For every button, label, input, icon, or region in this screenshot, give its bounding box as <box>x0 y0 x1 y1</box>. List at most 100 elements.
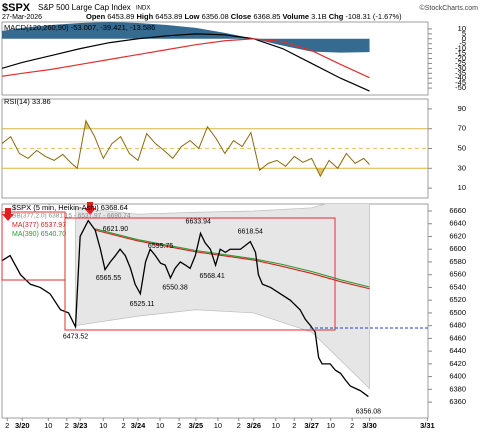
y-tick-label: 6380 <box>449 384 466 393</box>
y-tick-label: 10 <box>458 183 466 192</box>
y-tick-label: 30 <box>458 163 466 172</box>
histogram-area <box>2 22 370 53</box>
y-tick-label: 6480 <box>449 321 466 330</box>
stat-label: Low <box>184 12 199 21</box>
panel-content <box>2 204 370 398</box>
x-tick-label: 3/31 <box>420 421 435 430</box>
y-tick-label: 6620 <box>449 231 466 240</box>
x-tick-label: 10 <box>99 421 107 430</box>
rsi-fill <box>259 168 325 177</box>
y-tick-label: 70 <box>458 124 466 133</box>
macd-legend: MACD(120,260,90) -53.007, -39.421, -13.5… <box>4 23 155 32</box>
y-tick-label: 6500 <box>449 308 466 317</box>
panel-content <box>2 119 428 178</box>
y-tick-label: 6660 <box>449 206 466 215</box>
exchange: INDX <box>136 6 150 12</box>
y-tick-label: -20 <box>455 53 466 62</box>
y-tick-label: -45 <box>455 78 466 87</box>
drawn-rectangle <box>1 211 66 281</box>
ma-legend: MA(377) 6537.97 <box>12 222 66 229</box>
x-tick-label: 10 <box>156 421 164 430</box>
y-tick-label: -15 <box>455 49 466 58</box>
ma-legend: MA(390) 6540.70 <box>12 231 66 238</box>
x-tick-label: 3/26 <box>246 421 261 430</box>
date: 27-Mar-2026 <box>2 14 42 21</box>
symbol: $SPX <box>2 2 31 14</box>
stat-value: 3.1B <box>311 12 326 21</box>
annotation: 6568.41 <box>199 273 224 280</box>
index-name: S&P 500 Large Cap Index <box>38 3 131 12</box>
stat-label: Open <box>86 12 106 21</box>
annotation: 6473.52 <box>63 334 88 341</box>
rsi-legend: RSI(14) 33.86 <box>4 97 51 106</box>
x-tick-label: 10 <box>272 421 280 430</box>
y-tick-label: 6520 <box>449 295 466 304</box>
y-tick-label: -50 <box>455 83 466 92</box>
x-tick-label: 10 <box>214 421 222 430</box>
x-tick-label: 2 <box>5 421 9 430</box>
credit: ©StockCharts.com <box>420 4 479 12</box>
stat-value: 6453.89 <box>155 12 182 21</box>
stat-label: Volume <box>283 12 310 21</box>
stat-label: Chg <box>329 12 344 21</box>
moving-average <box>95 229 370 290</box>
stat-value: -108.31 (-1.67%) <box>345 12 402 21</box>
rsi-line <box>2 119 370 178</box>
y-tick-label: 6400 <box>449 372 466 381</box>
y-tick-label: -25 <box>455 58 466 67</box>
arrow <box>84 202 96 215</box>
y-tick-label: 6580 <box>449 257 466 266</box>
y-tick-label: -35 <box>455 68 466 77</box>
y-tick-label: 6440 <box>449 346 466 355</box>
band-legend: BB(377,2.0) 6381.15 - 6537.97 - 6690.74 <box>12 213 131 220</box>
x-tick-label: 2 <box>292 421 296 430</box>
x-tick-label: 2 <box>65 421 69 430</box>
annotation: 6618.54 <box>238 228 263 235</box>
y-tick-label: 6420 <box>449 359 466 368</box>
x-tick-label: 3/30 <box>362 421 377 430</box>
moving-average <box>95 228 370 288</box>
y-tick-label: 50 <box>458 143 466 152</box>
y-tick-label: 0 <box>462 34 466 43</box>
x-tick-label: 2 <box>177 421 181 430</box>
x-tick-label: 2 <box>350 421 354 430</box>
y-tick-label: -10 <box>455 44 466 53</box>
macd-line <box>2 33 370 92</box>
y-tick-label: 6460 <box>449 333 466 342</box>
y-tick-label: -40 <box>455 73 466 82</box>
y-tick-label: 5 <box>462 29 466 38</box>
y-tick-label: 90 <box>458 104 466 113</box>
y-tick-label: 6540 <box>449 282 466 291</box>
x-tick-label: 3/20 <box>15 421 30 430</box>
stat-label: High <box>136 12 153 21</box>
y-tick-label: 6600 <box>449 244 466 253</box>
panel-content <box>2 22 370 92</box>
y-tick-label: 6360 <box>449 397 466 406</box>
x-tick-label: 10 <box>44 421 52 430</box>
annotation: 6356.08 <box>356 408 381 415</box>
bollinger-band <box>75 204 370 390</box>
annotation: 6525.11 <box>130 301 155 308</box>
stat-value: 6453.89 <box>107 12 134 21</box>
annotation: 6621.90 <box>103 226 128 233</box>
x-tick-label: 3/23 <box>73 421 88 430</box>
y-tick-label: 6640 <box>449 219 466 228</box>
x-tick-label: 2 <box>237 421 241 430</box>
annotation: 6633.94 <box>186 218 211 225</box>
plot-layer: 1050-5-10-15-20-25-30-35-40-45-509070503… <box>1 21 466 430</box>
stat-value: 6356.08 <box>202 12 229 21</box>
x-tick-label: 3/25 <box>189 421 204 430</box>
x-tick-label: 2 <box>121 421 125 430</box>
arrow <box>2 208 14 221</box>
y-tick-label: 6560 <box>449 270 466 279</box>
price-line <box>2 219 369 398</box>
x-tick-label: 3/24 <box>131 421 146 430</box>
y-tick-label: 10 <box>458 24 466 33</box>
macd-line <box>2 38 370 79</box>
annotation: 6595.75 <box>148 243 173 250</box>
stat-label: Close <box>231 12 251 21</box>
stats: Open 6453.89 High 6453.89 Low 6356.08 Cl… <box>86 12 402 21</box>
stat-value: 6368.85 <box>253 12 280 21</box>
annotation: 6565.55 <box>96 275 121 282</box>
